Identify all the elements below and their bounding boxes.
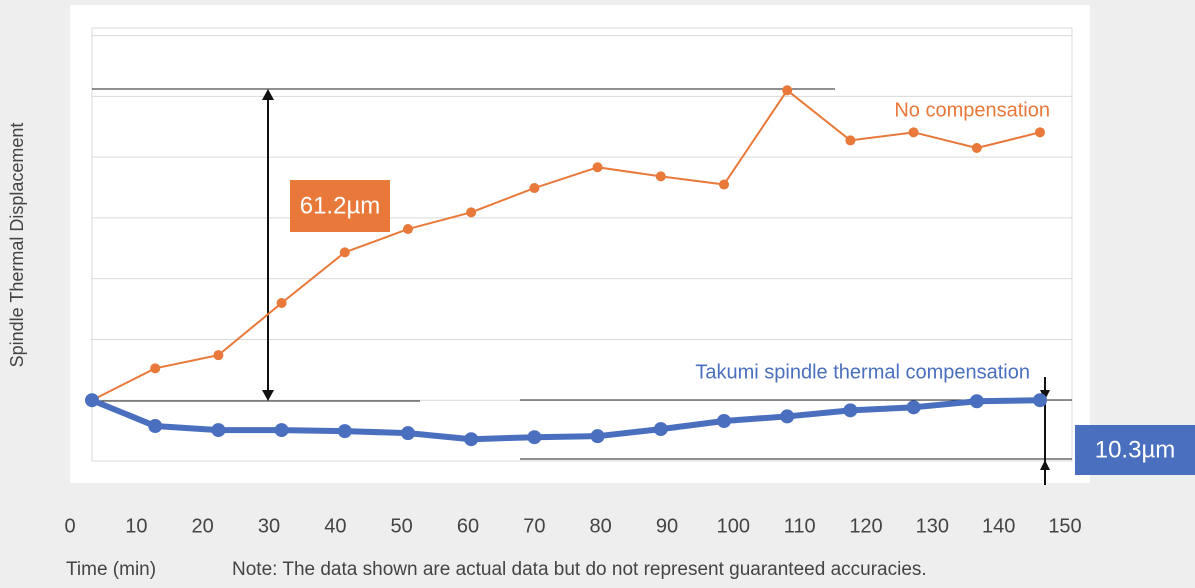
data-point bbox=[527, 430, 542, 445]
annotation: 10.3µm bbox=[1095, 436, 1176, 463]
x-tick-label: 40 bbox=[324, 515, 346, 537]
x-tick-label: 60 bbox=[457, 515, 479, 537]
series-label: Takumi spindle thermal compensation bbox=[695, 361, 1030, 383]
data-point bbox=[85, 393, 99, 408]
data-point bbox=[276, 297, 287, 308]
data-point bbox=[401, 426, 415, 441]
data-point bbox=[845, 135, 856, 146]
x-tick-label: 20 bbox=[192, 515, 214, 537]
data-point bbox=[780, 409, 795, 424]
x-tick-label: 120 bbox=[849, 515, 882, 537]
data-point bbox=[339, 247, 350, 258]
x-tick-label: 110 bbox=[784, 515, 816, 537]
note: Note: The data shown are actual data but… bbox=[232, 559, 927, 580]
data-point bbox=[466, 207, 477, 218]
data-point bbox=[1033, 393, 1047, 408]
x-tick-label: 150 bbox=[1048, 515, 1081, 537]
data-point bbox=[717, 413, 731, 428]
x-tick-label: 0 bbox=[64, 515, 75, 537]
annotation: 61.2µm bbox=[300, 192, 381, 219]
series-line bbox=[90, 397, 1041, 443]
data-point bbox=[213, 350, 224, 361]
data-point bbox=[464, 432, 479, 447]
x-tick-label: 140 bbox=[982, 515, 1015, 537]
x-tick-label: 30 bbox=[258, 515, 280, 537]
data-point bbox=[337, 424, 352, 439]
data-point bbox=[274, 423, 289, 438]
data-point bbox=[1035, 127, 1045, 138]
x-tick-label: 70 bbox=[523, 515, 545, 537]
x-tick-label: 80 bbox=[590, 515, 612, 537]
x-tick-label: 100 bbox=[717, 515, 750, 537]
data-point bbox=[150, 363, 161, 374]
data-point bbox=[906, 400, 921, 415]
series-label: No compensation bbox=[894, 99, 1050, 121]
data-point bbox=[719, 179, 729, 190]
series-line bbox=[91, 89, 1041, 402]
data-point bbox=[969, 394, 984, 409]
annotation-box bbox=[1075, 425, 1195, 475]
data-point bbox=[843, 403, 858, 418]
x-tick-label: 90 bbox=[656, 515, 678, 537]
x-axis-label: Time (min) bbox=[66, 559, 156, 580]
data-point bbox=[592, 162, 603, 173]
annotation-box bbox=[290, 180, 390, 232]
data-point bbox=[590, 429, 605, 444]
data-point bbox=[908, 127, 919, 138]
data-point bbox=[971, 143, 982, 154]
data-point bbox=[529, 183, 540, 194]
data-point bbox=[653, 422, 668, 437]
x-tick-label: 130 bbox=[916, 515, 949, 537]
x-tick-label: 50 bbox=[391, 515, 413, 537]
data-point bbox=[403, 224, 413, 235]
y-axis-label: Spindle Thermal Displacement bbox=[7, 123, 27, 368]
data-point bbox=[782, 85, 793, 96]
data-point bbox=[148, 419, 163, 434]
x-tick-label: 10 bbox=[125, 515, 147, 537]
data-point bbox=[655, 171, 666, 182]
data-point bbox=[211, 423, 226, 438]
plot-panel bbox=[70, 5, 1090, 483]
